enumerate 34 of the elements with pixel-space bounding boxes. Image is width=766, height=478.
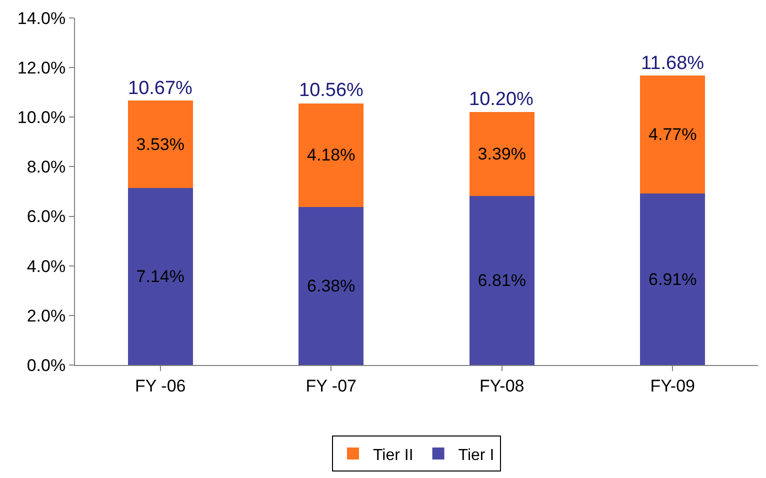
data-label: 3.53%: [136, 134, 184, 154]
total-label: 10.67%: [128, 78, 193, 99]
data-label: 4.77%: [648, 125, 697, 144]
y-tick-label: 2.0%: [26, 306, 66, 326]
y-tick-label: 10.0%: [17, 108, 66, 128]
total-label: 11.68%: [641, 53, 704, 74]
x-tick-label: FY -07: [306, 376, 356, 396]
x-tick-label: FY -06: [135, 376, 186, 396]
y-tick-label: 8.0%: [26, 158, 66, 177]
bar: [298, 103, 364, 207]
total-label: 10.20%: [469, 89, 534, 110]
y-tick-label: 14.0%: [17, 8, 66, 28]
data-label: 3.39%: [478, 144, 526, 164]
total-label: 10.56%: [299, 80, 364, 101]
bar: [469, 112, 534, 196]
y-tick-label: 6.0%: [26, 207, 66, 226]
y-tick-label: 12.0%: [17, 58, 66, 78]
bar: [640, 194, 706, 365]
data-label: 7.14%: [136, 267, 184, 286]
data-label: 6.81%: [478, 271, 526, 290]
data-label: 6.38%: [307, 276, 356, 296]
y-tick-label: 0.0%: [26, 356, 66, 375]
x-tick-label: FY-09: [650, 376, 695, 396]
y-tick-label: 4.0%: [26, 256, 66, 276]
bar: [298, 206, 364, 365]
bar: [128, 188, 193, 365]
data-label: 6.91%: [648, 270, 697, 289]
bar: [469, 196, 534, 365]
legend-label: Tier II: [373, 446, 414, 464]
bar: [128, 100, 193, 188]
legend-label: Tier I: [458, 446, 494, 464]
data-label: 4.18%: [307, 146, 356, 165]
bar: [640, 76, 706, 194]
x-tick-label: FY-08: [480, 376, 524, 396]
